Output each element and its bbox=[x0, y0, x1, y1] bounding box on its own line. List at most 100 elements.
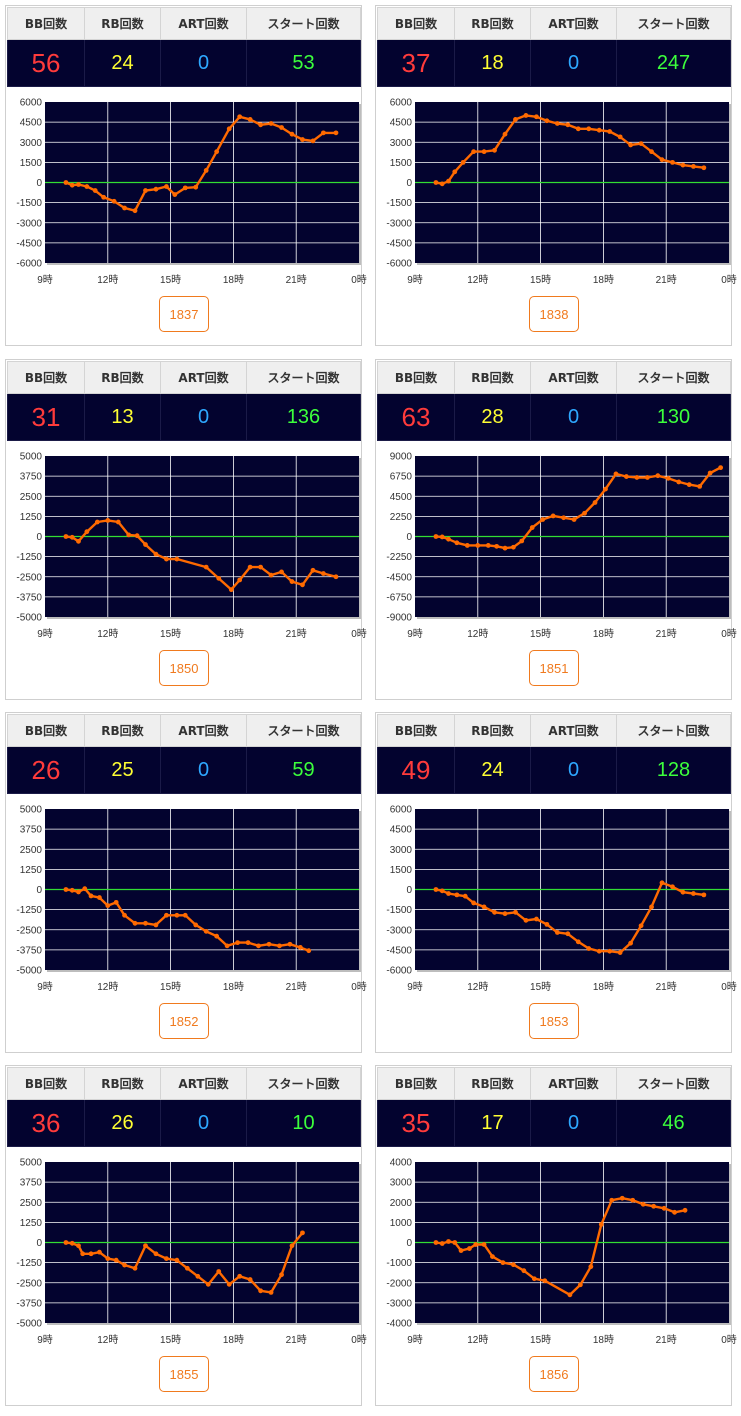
profit-chart: 6000 4500 3000 1500 0 -1500 -3000 -4500 -6000 9時 1… bbox=[386, 805, 736, 994]
rb-count-header: RB回数 bbox=[84, 714, 161, 747]
x-tick-label: 0時 bbox=[351, 274, 367, 286]
data-point bbox=[172, 192, 178, 197]
machine-number-button[interactable]: 1855 bbox=[159, 1356, 209, 1392]
data-point bbox=[598, 1221, 604, 1227]
data-point bbox=[321, 571, 326, 576]
stats-table: BB回数 RB回数 ART回数 スタート回数 37 18 0 247 bbox=[377, 7, 731, 87]
data-point bbox=[235, 940, 240, 946]
machine-number-button[interactable]: 1838 bbox=[529, 296, 579, 332]
art-count-value: 0 bbox=[530, 1099, 617, 1147]
data-point bbox=[655, 473, 661, 479]
profit-chart: 5000 3750 2500 1250 0 -1250 -2500 -3750 -5000 9時 1… bbox=[16, 452, 366, 641]
art-count-header: ART回数 bbox=[530, 714, 617, 747]
data-point bbox=[69, 887, 75, 893]
x-tick-label: 15時 bbox=[160, 628, 181, 640]
data-point bbox=[122, 205, 127, 211]
data-point bbox=[649, 149, 654, 155]
data-point bbox=[132, 1265, 138, 1271]
y-tick-label: 0 bbox=[36, 178, 42, 189]
machine-number-button[interactable]: 1853 bbox=[529, 1003, 579, 1039]
start-count-value: 136 bbox=[246, 393, 361, 441]
x-tick-label: 12時 bbox=[467, 1334, 488, 1346]
start-count-value: 130 bbox=[616, 393, 731, 441]
data-point bbox=[617, 134, 623, 140]
x-tick-label: 15時 bbox=[160, 274, 181, 286]
y-tick-label: 6750 bbox=[390, 472, 413, 483]
y-tick-label: 1500 bbox=[390, 865, 413, 876]
y-tick-label: 1500 bbox=[20, 158, 43, 169]
bb-count-value: 49 bbox=[377, 746, 455, 794]
bb-count-value: 35 bbox=[377, 1099, 455, 1147]
rb-count-header: RB回数 bbox=[454, 361, 531, 394]
y-tick-label: -3750 bbox=[16, 592, 42, 603]
data-point bbox=[143, 188, 148, 193]
y-tick-label: -5000 bbox=[16, 613, 42, 624]
data-point bbox=[184, 1265, 190, 1271]
y-tick-label: 0 bbox=[36, 885, 42, 896]
data-point bbox=[649, 904, 654, 910]
data-point bbox=[701, 892, 707, 898]
machine-number-button[interactable]: 1856 bbox=[529, 1356, 579, 1392]
machine-number-button[interactable]: 1850 bbox=[159, 650, 209, 686]
data-point bbox=[502, 545, 508, 551]
bb-count-header: BB回数 bbox=[7, 361, 85, 394]
bb-count-header: BB回数 bbox=[377, 714, 455, 747]
data-point bbox=[143, 920, 148, 926]
machine-number-button[interactable]: 1851 bbox=[529, 650, 579, 686]
data-point bbox=[577, 1282, 583, 1288]
y-tick-label: -6000 bbox=[16, 259, 42, 270]
rb-count-value: 18 bbox=[454, 39, 531, 87]
data-point bbox=[164, 912, 169, 918]
data-point bbox=[289, 579, 295, 584]
data-point bbox=[464, 543, 470, 548]
profit-chart: 4000 3000 2000 1000 0 -1000 -2000 -3000 -4000 9時 1… bbox=[386, 1158, 736, 1347]
y-tick-label: 2500 bbox=[20, 492, 43, 503]
data-point bbox=[193, 184, 199, 190]
art-count-value: 0 bbox=[530, 39, 617, 87]
y-tick-label: 5000 bbox=[20, 1158, 43, 1169]
start-count-header: スタート回数 bbox=[246, 361, 361, 394]
art-count-header: ART回数 bbox=[160, 7, 247, 40]
data-point bbox=[521, 1268, 527, 1274]
data-point bbox=[452, 169, 458, 175]
data-point bbox=[143, 542, 148, 547]
data-point bbox=[513, 909, 518, 915]
rb-count-header: RB回数 bbox=[454, 7, 531, 40]
profit-series-line bbox=[65, 115, 336, 212]
data-point bbox=[565, 931, 571, 937]
machine-number-button[interactable]: 1837 bbox=[159, 296, 209, 332]
x-tick-label: 21時 bbox=[286, 274, 307, 286]
x-tick-label: 18時 bbox=[593, 628, 614, 640]
data-point bbox=[258, 122, 264, 128]
x-tick-label: 18時 bbox=[223, 628, 244, 640]
data-point bbox=[676, 479, 682, 485]
rb-count-value: 25 bbox=[84, 746, 161, 794]
start-count-header: スタート回数 bbox=[616, 1067, 731, 1100]
y-tick-label: -1500 bbox=[386, 905, 412, 916]
art-count-header: ART回数 bbox=[530, 7, 617, 40]
data-point bbox=[624, 474, 629, 479]
y-tick-label: 0 bbox=[406, 1238, 412, 1249]
data-point bbox=[214, 149, 220, 155]
data-point bbox=[143, 1243, 148, 1249]
data-point bbox=[586, 946, 592, 951]
data-point bbox=[153, 186, 159, 192]
data-point bbox=[670, 884, 675, 890]
y-tick-label: 3750 bbox=[20, 1178, 43, 1189]
machine-number-button[interactable]: 1852 bbox=[159, 1003, 209, 1039]
data-point bbox=[203, 928, 209, 934]
data-point bbox=[113, 1257, 119, 1263]
data-point bbox=[481, 904, 487, 910]
x-tick-label: 18時 bbox=[593, 1334, 614, 1346]
data-point bbox=[458, 1248, 464, 1253]
data-point bbox=[88, 893, 94, 899]
data-point bbox=[439, 534, 445, 540]
data-point bbox=[661, 1205, 667, 1211]
data-point bbox=[113, 899, 119, 905]
rb-count-value: 13 bbox=[84, 393, 161, 441]
bb-count-value: 63 bbox=[377, 393, 455, 441]
y-tick-label: 4500 bbox=[390, 118, 413, 129]
x-tick-label: 15時 bbox=[530, 1334, 551, 1346]
data-point bbox=[245, 940, 251, 946]
machine-card: BB回数 RB回数 ART回数 スタート回数 26 25 0 59 1852 50… bbox=[5, 712, 367, 1053]
